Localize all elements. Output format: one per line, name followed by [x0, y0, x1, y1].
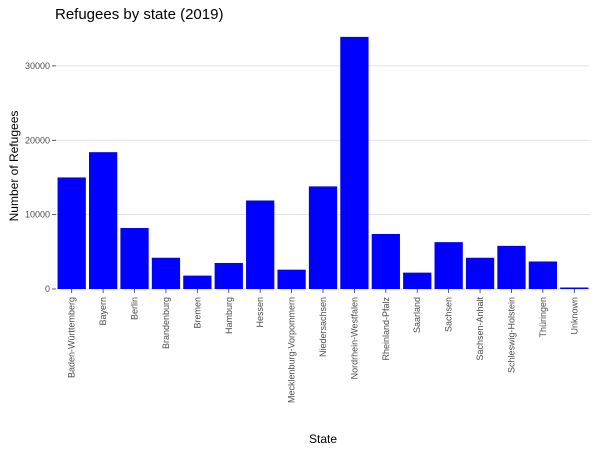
- x-tick-label: Thüringen: [538, 297, 548, 338]
- x-tick-label: Hamburg: [224, 297, 234, 334]
- x-tick-label: Sachsen-Anhalt: [475, 297, 485, 361]
- x-tick-label: Sachsen: [444, 297, 454, 332]
- x-tick-label: Mecklenburg-Vorpommern: [287, 297, 297, 403]
- bar: [528, 261, 558, 289]
- axes: 0 10000 20000 30000 Baden-Württemberg Bayern B…: [25, 61, 579, 403]
- bar: [403, 272, 432, 289]
- x-tick-label: Niedersachsen: [318, 297, 328, 357]
- y-tick-label: 30000: [25, 61, 50, 71]
- bar: [214, 262, 243, 289]
- x-tick-label: Schleswig-Holstein: [506, 297, 516, 373]
- x-tick-label: Baden-Württemberg: [67, 297, 77, 378]
- bars: [57, 36, 589, 289]
- x-tick-label: Bayern: [98, 297, 108, 326]
- bar: [371, 233, 400, 289]
- bar: [246, 200, 275, 289]
- x-tick-label: Hessen: [255, 297, 265, 328]
- bar: [497, 245, 526, 289]
- x-axis-title: State: [309, 432, 337, 446]
- bar: [151, 257, 181, 289]
- bar: [120, 228, 149, 289]
- bar: [340, 36, 369, 289]
- bar: [308, 186, 338, 289]
- y-tick-label: 20000: [25, 135, 50, 145]
- y-tick-label: 10000: [25, 210, 50, 220]
- y-axis-title: Number of Refugees: [7, 111, 21, 222]
- chart-title: Refugees by state (2019): [55, 6, 223, 23]
- bar: [88, 152, 118, 289]
- x-tick-label: Berlin: [130, 297, 140, 320]
- x-tick-label: Nordrhein-Westfalen: [349, 297, 359, 379]
- x-tick-label: Saarland: [412, 297, 422, 333]
- bar: [57, 177, 86, 289]
- bar: [183, 275, 212, 289]
- x-tick-label: Bremen: [192, 297, 202, 329]
- bar: [277, 269, 306, 289]
- bar: [434, 242, 463, 289]
- x-tick-label: Unknown: [569, 297, 579, 335]
- bar: [465, 257, 495, 289]
- y-tick-label: 0: [45, 284, 50, 294]
- x-tick-label: Brandenburg: [161, 297, 171, 349]
- x-tick-label: Rheinland-Pfalz: [381, 297, 391, 361]
- bar: [560, 287, 589, 289]
